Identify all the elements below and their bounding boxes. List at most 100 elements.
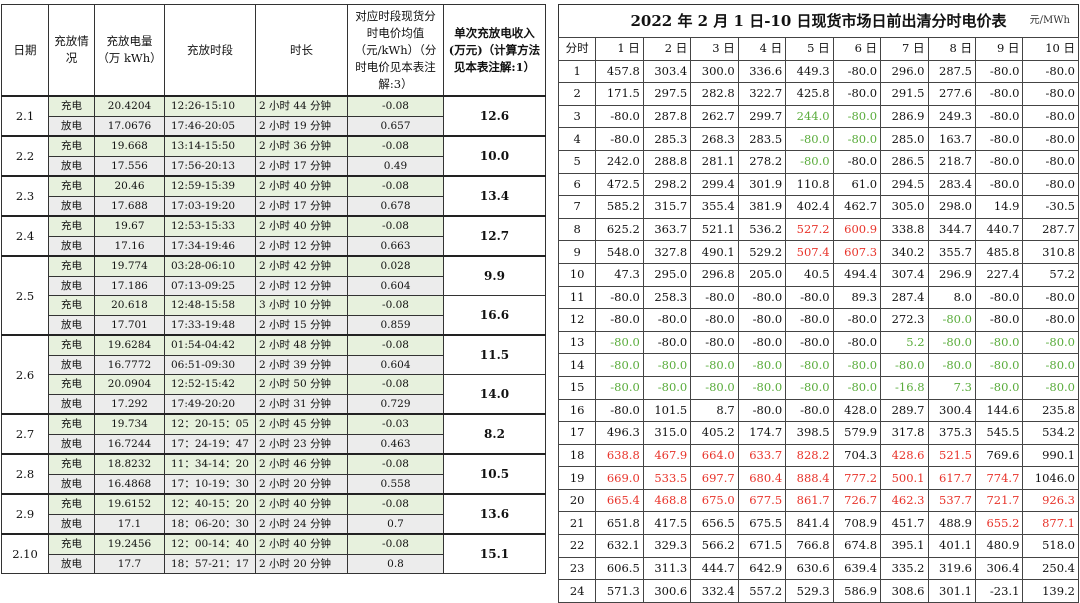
price-value-cell: 617.7 xyxy=(927,466,976,490)
price-value-cell: 402.4 xyxy=(785,195,834,219)
price-value-cell: 651.8 xyxy=(595,511,644,536)
price-value-cell: -80.0 xyxy=(1022,149,1079,174)
price-value-cell: 300.0 xyxy=(690,59,739,84)
price-value-cell: 494.4 xyxy=(832,262,882,287)
price-value-cell: -80.0 xyxy=(927,353,976,377)
energy-cell: 19.6152 xyxy=(94,493,165,515)
price-value-cell: 227.4 xyxy=(974,262,1024,287)
price-value-cell: -80.0 xyxy=(642,308,692,332)
type-cell: 充电 xyxy=(48,334,95,356)
duration-cell: 2 小时 17 分钟 xyxy=(255,195,348,217)
duration-cell: 2 小时 19 分钟 xyxy=(255,115,348,137)
price-value-cell: 297.5 xyxy=(642,82,692,106)
header-period: 充放时段 xyxy=(164,4,256,97)
schedule-row: 2.1 充电 20.4204 12:26-15:10 2 小时 44 分钟 -0.08 12… xyxy=(1,95,546,137)
type-cell: 充电 xyxy=(48,255,95,277)
day-header: 2 日 xyxy=(642,37,692,61)
energy-cell: 19.668 xyxy=(94,135,165,157)
price-value-cell: 579.9 xyxy=(832,421,882,445)
header-energy: 充放电量（万 kWh） xyxy=(94,4,165,97)
price-value-cell: -80.0 xyxy=(785,330,834,355)
duration-cell: 2 小时 23 分钟 xyxy=(255,433,348,455)
day-header: 3 日 xyxy=(690,37,739,61)
revenue-cell: 10.5 xyxy=(443,453,546,495)
schedule-row: 放电 17.701 17:33-19:48 2 小时 15 分钟 0.859 xyxy=(2,314,546,336)
price-value-cell: 841.4 xyxy=(785,511,834,536)
price-value-cell: 305.0 xyxy=(880,195,929,219)
energy-cell: 17.0676 xyxy=(94,115,165,137)
price-value-cell: -80.0 xyxy=(1022,104,1079,129)
price-value-cell: -80.0 xyxy=(642,375,692,400)
price-row: 8 625.2 363.7 521.1 536.2 527.2 600.9 338.8 344.… xyxy=(557,217,1079,242)
price-value-cell: 101.5 xyxy=(642,398,692,423)
price-value-cell: -80.0 xyxy=(785,375,834,400)
revenue-cell: 15.1 xyxy=(443,533,546,574)
energy-cell: 17.16 xyxy=(94,235,165,257)
price-value-cell: 632.1 xyxy=(595,534,644,558)
price-cell: -0.08 xyxy=(347,215,444,237)
price-value-cell: 277.6 xyxy=(927,82,976,106)
price-value-cell: 47.3 xyxy=(595,262,644,287)
price-table-body: 1 457.8 303.4 300.0 336.6 449.3 -80.0 296.0 287.… xyxy=(557,59,1079,603)
price-value-cell: 296.9 xyxy=(927,262,976,287)
price-value-cell: 926.3 xyxy=(1022,488,1079,513)
price-row: 5 242.0 288.8 281.1 278.2 -80.0 -80.0 286.5 218.… xyxy=(557,149,1079,174)
price-value-cell: 774.7 xyxy=(974,466,1024,490)
price-value-cell: 285.3 xyxy=(642,127,692,151)
schedule-row: 放电 17.292 17:49-20:20 2 小时 31 分钟 0.729 xyxy=(2,393,546,415)
revenue-cell: 13.6 xyxy=(443,493,546,535)
price-value-cell: -80.0 xyxy=(974,59,1024,84)
type-cell: 放电 xyxy=(48,354,95,375)
price-value-cell: 451.7 xyxy=(880,511,929,536)
price-row: 1 457.8 303.4 300.0 336.6 449.3 -80.0 296.0 287.… xyxy=(557,59,1079,84)
price-value-cell: -80.0 xyxy=(595,398,644,423)
revenue-cell: 12.6 xyxy=(443,95,546,137)
price-value-cell: 488.9 xyxy=(927,511,976,536)
price-value-cell: 457.8 xyxy=(595,59,644,84)
price-value-cell: 303.4 xyxy=(642,59,692,84)
corner-header: 分时 xyxy=(557,37,597,61)
price-value-cell: 625.2 xyxy=(595,217,644,242)
price-value-cell: -80.0 xyxy=(832,375,882,400)
price-value-cell: 315.0 xyxy=(642,421,692,445)
price-row: 18 638.8 467.9 664.0 633.7 828.2 704.3 428.6 521… xyxy=(557,443,1079,468)
price-value-cell: 249.3 xyxy=(927,104,976,129)
hour-cell: 9 xyxy=(557,240,597,264)
energy-cell: 17.701 xyxy=(94,314,165,336)
price-cell: -0.08 xyxy=(347,334,444,356)
price-value-cell: 633.7 xyxy=(737,443,787,468)
price-value-cell: 336.6 xyxy=(737,59,787,84)
day-header: 4 日 xyxy=(737,37,787,61)
price-value-cell: 205.0 xyxy=(737,262,787,287)
price-value-cell: -80.0 xyxy=(832,149,882,174)
duration-cell: 3 小时 10 分钟 xyxy=(255,295,348,316)
type-cell: 放电 xyxy=(48,393,95,415)
price-value-cell: 428.0 xyxy=(832,398,882,423)
price-cell: 0.463 xyxy=(347,433,444,455)
price-value-cell: 656.5 xyxy=(690,511,739,536)
price-value-cell: 340.2 xyxy=(880,240,929,264)
type-cell: 充电 xyxy=(48,453,95,475)
price-value-cell: 332.4 xyxy=(690,579,739,603)
price-value-cell: 545.5 xyxy=(974,421,1024,445)
duration-cell: 2 小时 48 分钟 xyxy=(255,334,348,356)
price-value-cell: 308.6 xyxy=(880,579,929,603)
energy-cell: 20.4204 xyxy=(94,95,165,117)
price-value-cell: -80.0 xyxy=(737,353,787,377)
price-value-cell: -80.0 xyxy=(1022,172,1079,197)
price-value-cell: -80.0 xyxy=(642,330,692,355)
period-cell: 12：00-14：40 xyxy=(164,533,256,555)
price-value-cell: -80.0 xyxy=(690,285,739,310)
schedule-row: 放电 17.16 17:34-19:46 2 小时 12 分钟 0.663 xyxy=(2,235,546,257)
period-cell: 12:59-15:39 xyxy=(164,175,256,197)
schedule-row: 放电 16.4868 17：10-19：30 2 小时 20 分钟 0.558 xyxy=(2,473,546,495)
price-value-cell: -80.0 xyxy=(832,127,882,151)
hour-cell: 3 xyxy=(557,104,597,129)
price-value-cell: 665.4 xyxy=(595,488,644,513)
date-cell: 2.9 xyxy=(1,493,49,535)
price-value-cell: 287.7 xyxy=(1022,217,1079,242)
price-value-cell: 529.2 xyxy=(737,240,787,264)
price-value-cell: -80.0 xyxy=(785,398,834,423)
